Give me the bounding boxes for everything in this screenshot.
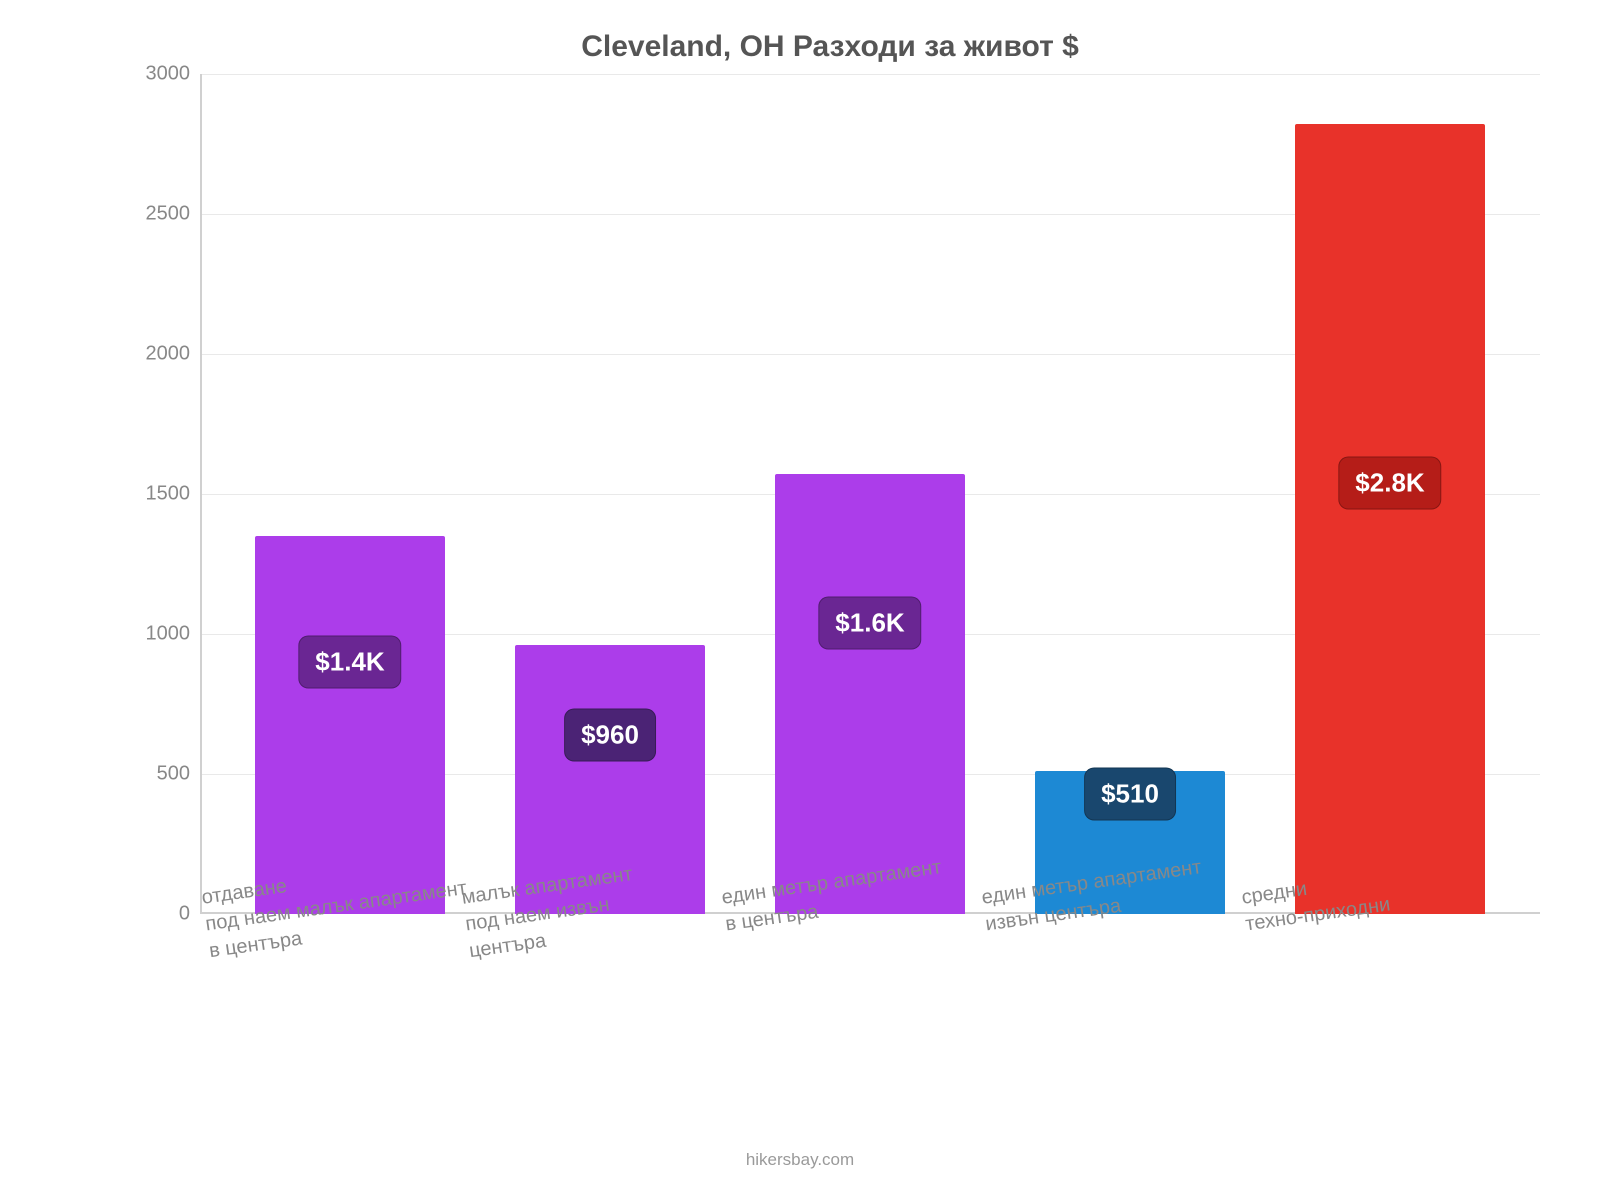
- bar-value-label: $960: [564, 708, 656, 761]
- y-tick-label: 2500: [130, 203, 190, 226]
- bar-slot: $960: [480, 74, 740, 914]
- y-tick-label: 1500: [130, 483, 190, 506]
- bar-value-label: $1.6K: [818, 596, 921, 649]
- plot-container: $1.4K$960$1.6K$510$2.8K 0500100015002000…: [160, 74, 1540, 914]
- bar-slot: $1.6K: [740, 74, 1000, 914]
- chart-footer: hikersbay.com: [0, 1150, 1600, 1170]
- bar-value-label: $1.4K: [298, 636, 401, 689]
- y-tick-label: 500: [130, 763, 190, 786]
- bar: [1295, 124, 1485, 914]
- y-tick-label: 3000: [130, 63, 190, 86]
- bar: [775, 474, 965, 914]
- bar-slot: $510: [1000, 74, 1260, 914]
- bar-value-label: $510: [1084, 767, 1176, 820]
- chart-container: Cleveland, OH Разходи за живот $ $1.4K $9…: [0, 0, 1600, 1200]
- bar-value-label: $2.8K: [1338, 456, 1441, 509]
- y-tick-label: 0: [130, 903, 190, 926]
- bars-row: $1.4K $960 $1.6K $510 $2.8K: [200, 74, 1540, 914]
- bar-slot: $1.4K: [220, 74, 480, 914]
- bar-slot: $2.8K: [1260, 74, 1520, 914]
- y-tick-label: 1000: [130, 623, 190, 646]
- y-tick-label: 2000: [130, 343, 190, 366]
- chart-title: Cleveland, OH Разходи за живот $: [100, 30, 1560, 64]
